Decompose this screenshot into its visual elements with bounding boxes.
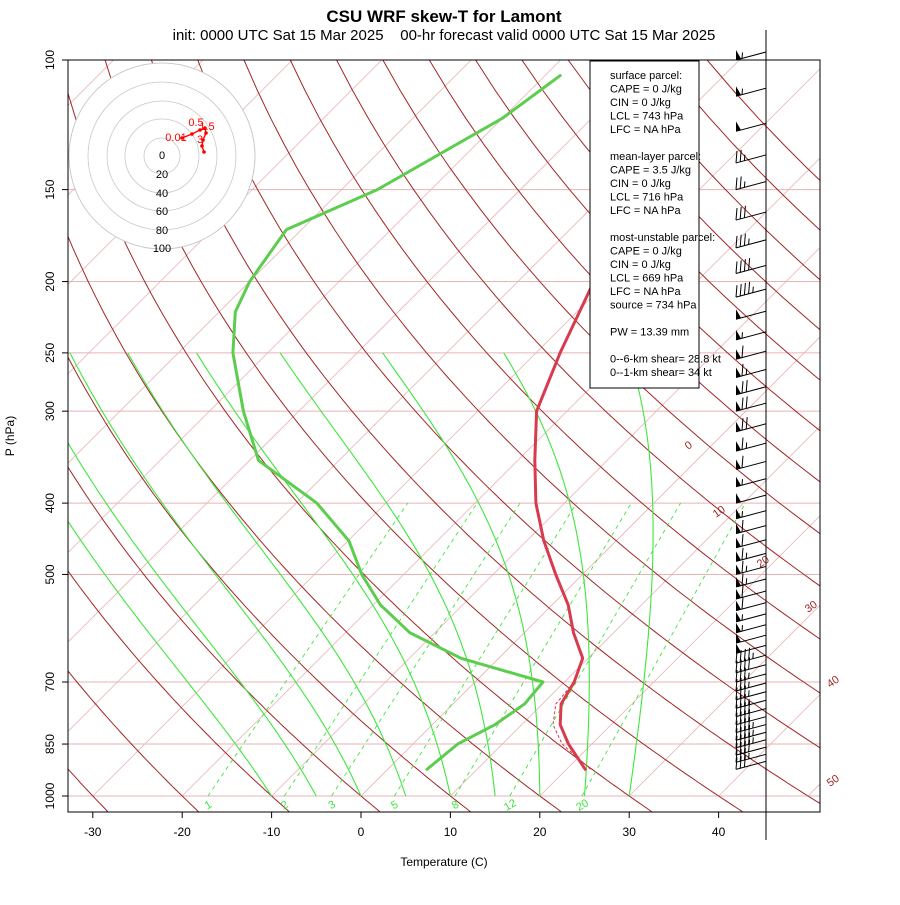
hodograph-ring-label: 60: [156, 206, 168, 218]
parcel-info-line: CAPE = 0 J/kg: [610, 84, 682, 96]
parcel-info-line: mean-layer parcel:: [610, 151, 701, 163]
x-tick-label: 0: [358, 825, 365, 839]
parcel-info-line: most-unstable parcel:: [610, 232, 715, 244]
hodograph-ring-label: 40: [156, 188, 168, 200]
parcel-info-line: 0--1-km shear= 34 kt: [610, 367, 712, 379]
parcel-info-line: CAPE = 3.5 J/kg: [610, 165, 691, 177]
wind-barb-half-flag: [742, 614, 743, 620]
x-tick-label: 20: [533, 825, 547, 839]
wind-barb-half-flag: [753, 653, 754, 659]
wind-barb-half-flag: [746, 442, 747, 448]
parcel-info-line: source = 734 hPa: [610, 300, 697, 312]
wind-barb-half-flag: [746, 578, 747, 584]
parcel-info-line: LCL = 716 hPa: [610, 192, 684, 204]
wind-barb-half-flag: [753, 722, 754, 728]
parcel-info-line: 0--6-km shear= 28.8 kt: [610, 354, 721, 366]
wind-barb-half-flag: [742, 332, 743, 338]
parcel-info-line: CIN = 0 J/kg: [610, 259, 671, 271]
hodograph-ring-label: 80: [156, 225, 168, 237]
x-tick-label: -30: [84, 825, 102, 839]
wind-barb-half-flag: [742, 89, 743, 95]
wind-barb-half-flag: [753, 287, 754, 293]
hodograph-height-label: 3: [197, 134, 203, 146]
wind-barb-half-flag: [742, 479, 743, 485]
hodograph-height-label: 0.01: [165, 132, 186, 144]
y-tick-label: 1000: [43, 782, 57, 809]
wind-barb-half-flag: [746, 553, 747, 559]
parcel-info-line: LFC = NA hPa: [610, 205, 682, 217]
x-tick-label: -20: [174, 825, 192, 839]
y-tick-label: 150: [43, 179, 57, 199]
wind-barb-half-flag: [753, 737, 754, 743]
wind-barb-half-flag: [749, 690, 750, 696]
parcel-info-line: PW = 13.39 mm: [610, 327, 689, 339]
parcel-info-line: CIN = 0 J/kg: [610, 97, 671, 109]
wind-barb-half-flag: [749, 699, 750, 705]
hodograph-height-label: 1.5: [199, 121, 214, 133]
hodograph-point: [202, 150, 206, 154]
wind-barb-half-flag: [742, 52, 743, 58]
y-tick-label: 400: [43, 493, 57, 513]
hodograph-ring-label: 100: [153, 243, 171, 255]
parcel-info-line: LFC = NA hPa: [610, 286, 682, 298]
x-tick-label: 10: [444, 825, 458, 839]
y-tick-label: 200: [43, 271, 57, 291]
wind-barb-half-flag: [749, 239, 750, 245]
parcel-info-line: CAPE = 0 J/kg: [610, 246, 682, 258]
x-axis-label: Temperature (C): [400, 855, 487, 869]
y-axis-label: P (hPa): [3, 416, 17, 456]
chart-subtitle: init: 0000 UTC Sat 15 Mar 2025 00-hr for…: [173, 27, 716, 44]
x-tick-label: -10: [263, 825, 281, 839]
y-tick-label: 700: [43, 672, 57, 692]
wind-barb-half-flag: [746, 566, 747, 572]
wind-barb-half-flag: [742, 511, 743, 517]
y-tick-label: 250: [43, 343, 57, 363]
wind-barb-half-flag: [749, 682, 750, 688]
parcel-info-line: LCL = 669 hPa: [610, 273, 684, 285]
parcel-info-line: surface parcel:: [610, 70, 682, 82]
wind-barb-half-flag: [744, 181, 745, 187]
wind-barb-half-flag: [742, 625, 743, 631]
chart-title: CSU WRF skew-T for Lamont: [326, 7, 562, 26]
wind-barb-half-flag: [749, 673, 750, 679]
y-tick-label: 500: [43, 564, 57, 584]
y-tick-label: 300: [43, 401, 57, 421]
hodograph-ring-label: 0: [159, 150, 165, 162]
hodograph-ring-label: 20: [156, 169, 168, 181]
wind-barb-half-flag: [746, 369, 747, 375]
x-tick-label: 40: [712, 825, 726, 839]
y-tick-label: 100: [43, 50, 57, 70]
hodograph-point: [190, 132, 194, 136]
wind-barb-half-flag: [744, 155, 745, 161]
y-tick-label: 850: [43, 734, 57, 754]
parcel-info-line: LFC = NA hPa: [610, 124, 682, 136]
x-tick-label: 30: [623, 825, 637, 839]
parcel-info-line: LCL = 743 hPa: [610, 111, 684, 123]
wind-barb-half-flag: [753, 730, 754, 736]
parcel-info-line: CIN = 0 J/kg: [610, 178, 671, 190]
wind-barb-half-flag: [749, 753, 750, 759]
